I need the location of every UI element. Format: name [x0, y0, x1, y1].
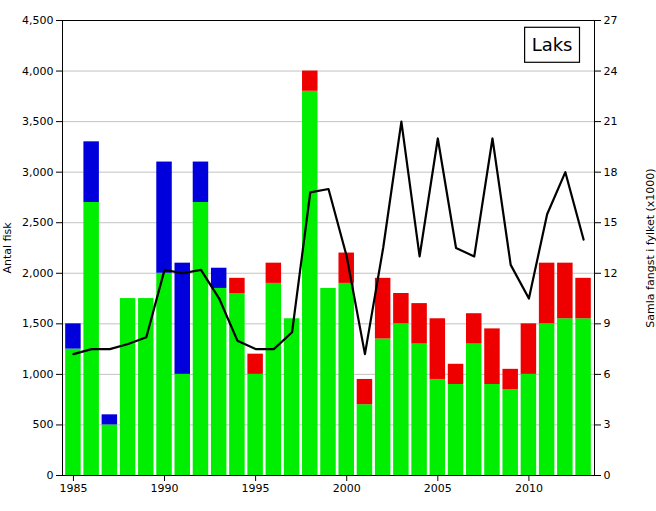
- svg-text:21: 21: [604, 115, 618, 128]
- svg-text:Antal fisk: Antal fisk: [1, 222, 14, 274]
- svg-text:3,500: 3,500: [22, 115, 54, 128]
- svg-text:0: 0: [604, 469, 611, 482]
- svg-text:12: 12: [604, 267, 618, 280]
- svg-text:4,500: 4,500: [22, 14, 54, 27]
- svg-text:2,500: 2,500: [22, 216, 54, 229]
- svg-text:24: 24: [604, 65, 618, 78]
- svg-text:4,000: 4,000: [22, 65, 54, 78]
- svg-text:6: 6: [604, 368, 611, 381]
- svg-text:1,000: 1,000: [22, 368, 54, 381]
- svg-text:0: 0: [47, 469, 54, 482]
- svg-text:2000: 2000: [333, 482, 361, 495]
- svg-text:2010: 2010: [515, 482, 543, 495]
- svg-text:27: 27: [604, 14, 618, 27]
- svg-text:2005: 2005: [424, 482, 452, 495]
- svg-text:Laks: Laks: [532, 34, 573, 55]
- svg-text:9: 9: [604, 317, 611, 330]
- svg-text:1995: 1995: [242, 482, 270, 495]
- svg-text:15: 15: [604, 216, 618, 229]
- svg-text:2,000: 2,000: [22, 267, 54, 280]
- svg-text:3: 3: [604, 418, 611, 431]
- svg-text:3,000: 3,000: [22, 166, 54, 179]
- svg-text:Samla fangst i fylket (x1000): Samla fangst i fylket (x1000): [644, 168, 656, 327]
- svg-text:18: 18: [604, 166, 618, 179]
- svg-text:1985: 1985: [59, 482, 87, 495]
- svg-text:1,500: 1,500: [22, 317, 54, 330]
- svg-text:1990: 1990: [151, 482, 179, 495]
- svg-text:500: 500: [33, 418, 54, 431]
